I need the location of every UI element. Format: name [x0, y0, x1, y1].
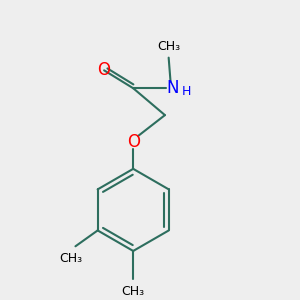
Text: O: O	[98, 61, 111, 79]
Text: CH₃: CH₃	[59, 252, 83, 265]
Text: H: H	[182, 85, 191, 98]
Text: O: O	[127, 133, 140, 151]
Text: CH₃: CH₃	[122, 284, 145, 298]
Text: CH₃: CH₃	[157, 40, 180, 53]
Text: N: N	[166, 79, 178, 97]
